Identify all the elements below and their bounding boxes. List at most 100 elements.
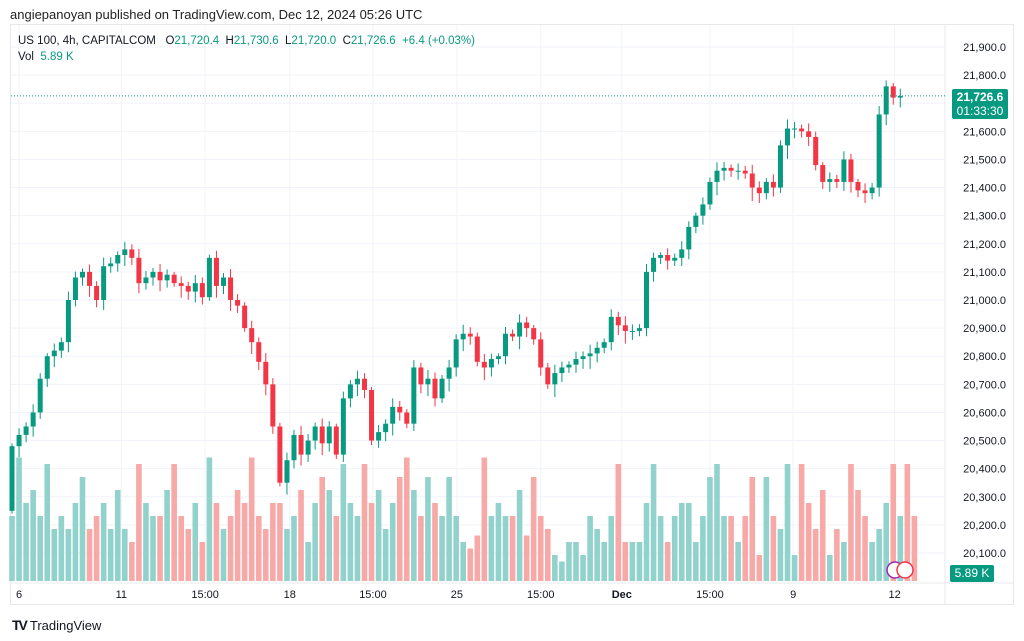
volume-bar [227, 516, 234, 581]
open-value: 21,720.4 [174, 35, 220, 47]
price-tick-label: 20,100.0 [963, 548, 1006, 560]
volume-bar [622, 542, 629, 581]
candle-body [644, 271, 649, 329]
candle-body [601, 342, 607, 348]
price-tick-label: 20,700.0 [963, 379, 1006, 391]
candle-body [242, 305, 248, 329]
volume-bar [354, 516, 361, 581]
time-tick-label: 11 [116, 589, 127, 601]
symbol-info[interactable]: US 100, 4h, CAPITALCOM [18, 35, 156, 47]
volume-bar [552, 555, 558, 581]
volume-bar [418, 516, 424, 581]
candle-body [263, 361, 269, 385]
candle-body [185, 285, 191, 292]
volume-bar [777, 529, 784, 581]
candle-body [235, 300, 241, 306]
candle-body [848, 159, 854, 182]
candle-body [150, 271, 156, 278]
time-tick-label: 18 [284, 589, 296, 601]
volume-bar [248, 457, 255, 581]
candle-body [841, 159, 847, 182]
volume-bar [319, 477, 325, 581]
candle-body [806, 131, 812, 137]
volume-bar [114, 490, 121, 581]
price-tick-label: 21,100.0 [963, 267, 1006, 279]
volume-bar [502, 516, 509, 581]
time-tick-label: 6 [16, 589, 22, 601]
candle-body [545, 367, 551, 385]
volume-bar [157, 516, 163, 581]
candle-body [495, 356, 501, 360]
candle-body [714, 170, 720, 182]
volume-bar [643, 503, 650, 581]
candle-body [101, 266, 107, 300]
candle-body [658, 255, 664, 258]
volume-bar [869, 542, 875, 581]
time-tick-label: 9 [790, 589, 796, 601]
volume-bar [911, 516, 918, 581]
candle-body [326, 426, 332, 444]
candle-body [23, 426, 29, 435]
volume-bar [700, 516, 706, 581]
candle-body [333, 426, 339, 455]
volume-bar [650, 464, 657, 581]
volume-bar [65, 529, 72, 581]
volume-bar [432, 503, 438, 581]
volume-bar [425, 477, 431, 581]
candle-body [756, 187, 762, 194]
candle-body [679, 249, 685, 258]
volume-bar [721, 516, 727, 581]
volume-bar [382, 529, 389, 581]
volume-bar [86, 529, 93, 581]
volume-bar [897, 516, 904, 581]
volume-bar [573, 542, 579, 581]
chart-frame[interactable] [10, 24, 1014, 605]
candle-body [9, 446, 15, 511]
volume-bar [495, 503, 502, 581]
volume-bar [876, 529, 882, 581]
candle-body [735, 170, 741, 172]
volume-bar [389, 503, 396, 581]
candle-body [256, 342, 262, 362]
candle-body [228, 277, 234, 300]
candle-body [418, 367, 424, 385]
volume-bar [255, 516, 262, 581]
volume-bar [284, 529, 290, 581]
candle-body [171, 274, 177, 284]
candle-body [792, 128, 798, 130]
candle-body [298, 434, 304, 455]
volume-bar [904, 464, 911, 581]
candle-body [707, 181, 713, 205]
volume-bar [213, 503, 220, 581]
volume-bar [129, 542, 135, 581]
candle-body [129, 249, 135, 258]
candle-body [636, 328, 642, 331]
price-tick-label: 21,200.0 [963, 239, 1006, 251]
candle-body [552, 373, 558, 385]
volume-bar [199, 542, 206, 581]
candle-body [213, 257, 219, 286]
candle-body [700, 204, 706, 216]
ohlc-legend: US 100, 4h, CAPITALCOM O21,720.4 H21,730… [18, 35, 475, 63]
candle-body [383, 423, 389, 433]
candle-body [164, 274, 170, 281]
volume-bar [122, 529, 128, 581]
candle-body [693, 215, 699, 227]
candle-body [439, 378, 445, 399]
volume-bar [375, 490, 382, 581]
price-tick-label: 20,500.0 [963, 436, 1006, 448]
volume-bar [523, 535, 530, 581]
volume-bar [594, 529, 600, 581]
candle-body [411, 367, 417, 424]
volume-bar [587, 516, 593, 581]
volume-bar [545, 529, 551, 581]
candle-body [199, 283, 205, 298]
volume-bar [340, 464, 347, 581]
candle-body [474, 336, 480, 362]
volume-bar [467, 548, 474, 581]
candle-body [249, 328, 255, 343]
volume-bar [446, 477, 452, 581]
candle-body [742, 170, 748, 174]
volume-bar [171, 464, 177, 581]
